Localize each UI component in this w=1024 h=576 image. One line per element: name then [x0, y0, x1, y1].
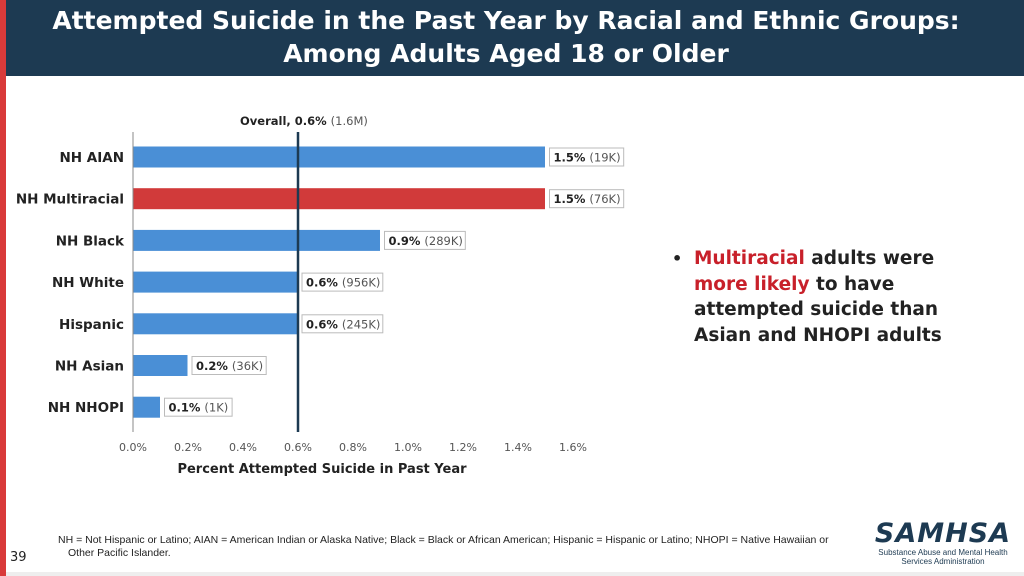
title-line-2: Among Adults Aged 18 or Older — [283, 39, 729, 68]
bar — [132, 395, 161, 419]
samhsa-logo: SAMHSA Substance Abuse and Mental Health… — [868, 518, 1018, 567]
data-label-value: 0.9% — [389, 234, 425, 248]
data-label-box — [549, 147, 625, 167]
data-label-count: (245K) — [342, 317, 380, 331]
data-label-box — [164, 397, 233, 417]
key-finding-text: Multiracial adults were more likely to h… — [694, 246, 992, 348]
data-label-value: 0.1% — [169, 401, 205, 415]
data-label: 0.2% (36K) — [196, 359, 263, 373]
title-bar — [6, 0, 1024, 76]
overall-value: Overall, 0.6% — [240, 114, 331, 128]
x-tick-label: 0.6% — [284, 441, 312, 454]
bar — [132, 312, 299, 336]
data-label-box — [301, 314, 384, 334]
category-label: NH AIAN — [59, 150, 124, 166]
bar — [132, 270, 299, 294]
data-label-box — [549, 189, 625, 209]
category-label: NH Asian — [55, 359, 124, 375]
finding-text-4: to have attempted suicide than Asian and… — [694, 273, 942, 346]
data-label-box — [191, 356, 267, 375]
data-label-value: 1.5% — [554, 151, 590, 165]
finding-text-2: adults were — [804, 248, 935, 269]
category-label: NH Black — [56, 233, 125, 249]
bar — [132, 187, 546, 211]
data-label-value: 0.2% — [196, 359, 232, 373]
x-tick-label: 0.8% — [339, 441, 367, 454]
data-label-count: (956K) — [342, 276, 380, 290]
footnote-line-1: NH = Not Hispanic or Latino; AIAN = Amer… — [58, 534, 829, 546]
data-label-value: 1.5% — [554, 192, 590, 206]
bar — [132, 228, 381, 252]
bar-chart: Overall, 0.6% (1.6M) NH AIAN 1.5% (19K) NH … — [16, 114, 625, 477]
emph-multiracial: Multiracial — [694, 248, 805, 269]
x-tick-label: 0.4% — [229, 441, 257, 454]
data-label-count: (1K) — [204, 401, 228, 415]
x-tick-label: 1.2% — [449, 441, 477, 454]
slide-title: Attempted Suicide in the Past Year by Ra… — [6, 4, 1006, 70]
category-label: NH White — [52, 275, 124, 291]
overall-count: (1.6M) — [331, 114, 368, 128]
bullet-icon: • — [672, 249, 683, 268]
title-line-1: Attempted Suicide in the Past Year by Ra… — [52, 6, 960, 35]
data-label-box — [301, 272, 384, 292]
x-tick-label: 0.0% — [119, 441, 147, 454]
overall-reference-label: Overall, 0.6% (1.6M) — [240, 114, 368, 128]
x-tick-label: 1.0% — [394, 441, 422, 454]
data-label: 0.9% (289K) — [389, 234, 463, 248]
logo-tagline-1: Substance Abuse and Mental Health — [878, 548, 1008, 557]
data-label-count: (289K) — [424, 234, 462, 248]
category-label: NH Multiracial — [16, 192, 124, 208]
x-tick-label: 1.6% — [559, 441, 587, 454]
data-label: 1.5% (19K) — [554, 151, 621, 165]
footnote: NH = Not Hispanic or Latino; AIAN = Amer… — [58, 534, 858, 560]
data-label-count: (19K) — [589, 151, 620, 165]
logo-wordmark: SAMHSA — [874, 518, 1012, 549]
page-number: 39 — [10, 550, 27, 565]
bar — [132, 145, 546, 169]
footnote-line-2: Other Pacific Islander. — [68, 547, 171, 559]
key-finding: • Multiracial adults were more likely to… — [672, 246, 992, 348]
category-label: Hispanic — [59, 317, 124, 333]
data-label-count: (76K) — [589, 192, 620, 206]
emph-more-likely: more likely — [694, 273, 810, 295]
x-tick-label: 0.2% — [174, 441, 202, 454]
data-label-value: 0.6% — [306, 276, 342, 290]
data-label-value: 0.6% — [306, 317, 342, 331]
x-tick-label: 1.4% — [504, 441, 532, 454]
bottom-rule — [6, 572, 1024, 576]
data-label-box — [384, 230, 466, 250]
logo-tagline-2: Services Administration — [901, 557, 985, 566]
data-label: 0.6% (956K) — [306, 276, 380, 290]
category-label: NH NHOPI — [48, 400, 124, 416]
data-label: 0.1% (1K) — [169, 401, 229, 415]
data-label: 1.5% (76K) — [554, 192, 621, 206]
left-accent-rule — [0, 0, 6, 576]
data-label-count: (36K) — [232, 359, 263, 373]
data-label: 0.6% (245K) — [306, 317, 380, 331]
x-axis-title: Percent Attempted Suicide in Past Year — [177, 462, 467, 477]
bar — [132, 354, 189, 377]
